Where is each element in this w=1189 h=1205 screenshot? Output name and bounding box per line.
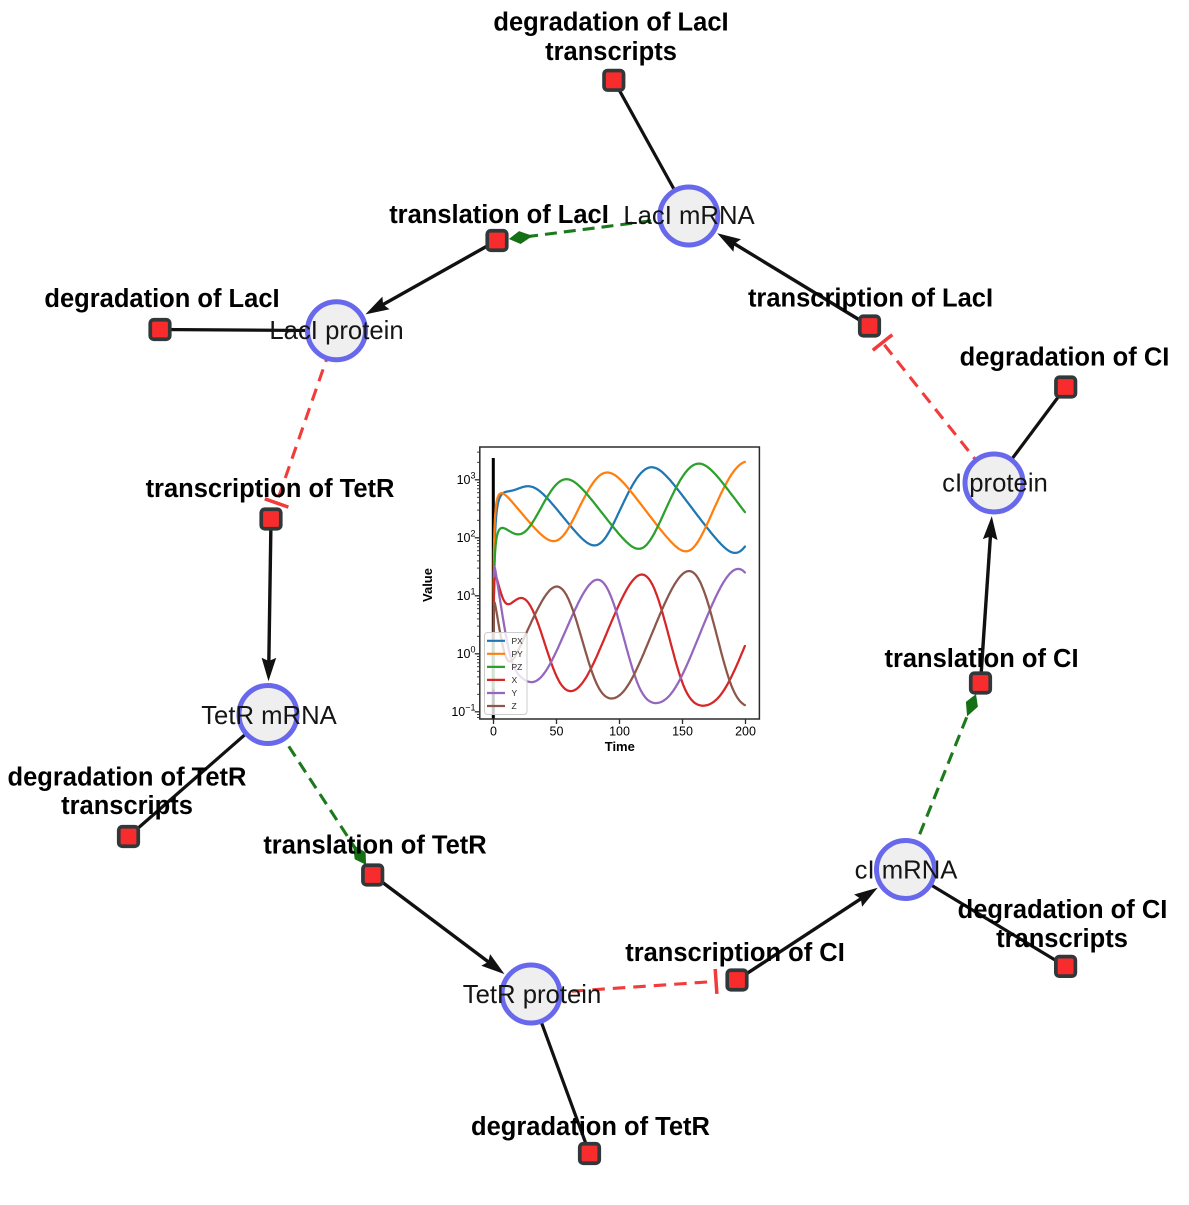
svg-text:LacI protein: LacI protein [269,317,403,345]
svg-text:cI protein: cI protein [942,470,1048,498]
svg-text:0: 0 [490,725,497,739]
svg-text:200: 200 [735,725,756,739]
svg-text:transcription of LacI: transcription of LacI [748,285,993,313]
svg-text:150: 150 [672,725,693,739]
svg-text:degradation of LacI: degradation of LacI [493,9,728,37]
svg-text:translation of LacI: translation of LacI [389,201,609,229]
svg-text:degradation of CI: degradation of CI [958,896,1168,924]
svg-text:TetR protein: TetR protein [463,981,602,1009]
svg-text:transcription of TetR: transcription of TetR [146,475,395,503]
svg-text:degradation of TetR: degradation of TetR [471,1113,710,1141]
svg-text:100: 100 [609,725,630,739]
svg-text:PY: PY [512,649,524,659]
svg-text:Y: Y [512,688,518,698]
svg-text:degradation of TetR: degradation of TetR [8,764,247,792]
svg-text:Time: Time [605,739,635,754]
svg-text:cI mRNA: cI mRNA [855,857,959,885]
svg-text:Z: Z [512,701,517,711]
svg-text:transcripts: transcripts [996,925,1128,953]
svg-text:LacI mRNA: LacI mRNA [623,202,755,230]
svg-text:transcripts: transcripts [61,792,193,820]
svg-text:translation of TetR: translation of TetR [263,832,486,860]
svg-text:TetR mRNA: TetR mRNA [201,702,337,730]
svg-text:transcripts: transcripts [545,38,677,66]
svg-text:X: X [512,675,518,685]
svg-text:PX: PX [512,636,524,646]
svg-text:50: 50 [550,725,564,739]
svg-text:degradation of LacI: degradation of LacI [44,285,279,313]
svg-text:degradation of CI: degradation of CI [960,344,1170,372]
svg-text:Value: Value [420,568,435,602]
svg-text:PZ: PZ [512,662,523,672]
svg-text:transcription of CI: transcription of CI [625,939,845,967]
svg-text:translation of CI: translation of CI [884,645,1078,673]
